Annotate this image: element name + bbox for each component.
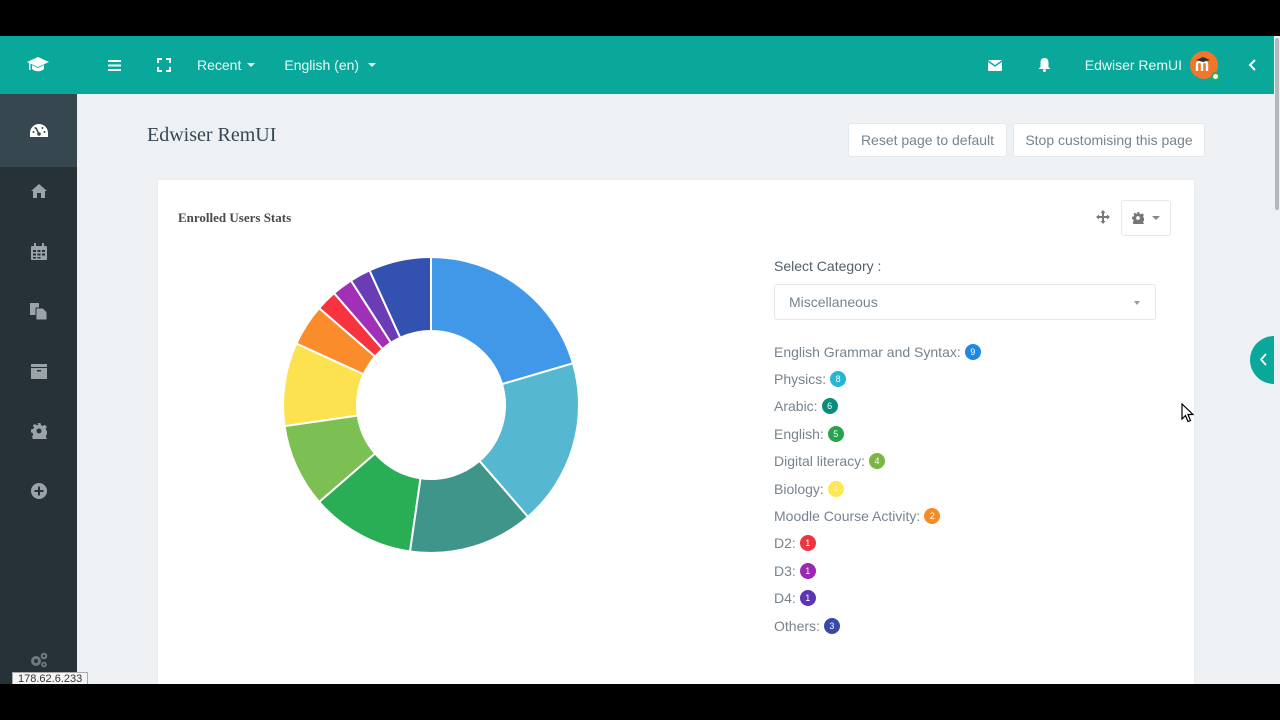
- recent-label: Recent: [197, 57, 242, 73]
- legend-label: Arabic:: [774, 398, 818, 415]
- dashboard-icon: [29, 123, 48, 137]
- avatar: [1190, 51, 1220, 81]
- legend-item: English Grammar and Syntax: 9: [774, 338, 981, 365]
- count-badge: 5: [827, 425, 844, 442]
- reset-page-button[interactable]: Reset page to default: [848, 123, 1007, 157]
- ip-address-tooltip: 178.62.6.233: [12, 672, 89, 684]
- category-select[interactable]: Miscellaneous: [774, 284, 1156, 320]
- legend-item: Biology: 4: [774, 475, 981, 502]
- donut-slice[interactable]: [368, 256, 432, 340]
- donut-slice[interactable]: [478, 362, 580, 519]
- archive-icon: [30, 363, 47, 379]
- move-icon: [1096, 210, 1110, 224]
- legend-label: D3:: [774, 562, 796, 579]
- legend-label: English:: [774, 425, 824, 442]
- cogs-icon: [30, 652, 47, 668]
- count-badge: 1: [799, 590, 816, 607]
- calendar-icon: [30, 242, 47, 260]
- menu-toggle-button[interactable]: [108, 36, 121, 94]
- chevron-down-icon: [1134, 301, 1140, 305]
- legend-item: Physics: 8: [774, 365, 981, 392]
- count-badge: 2: [924, 508, 941, 525]
- language-dropdown[interactable]: English (en): [284, 36, 377, 94]
- enrolled-users-stats-block: Enrolled Users Stats Select Category : M…: [157, 179, 1195, 684]
- legend-label: D4:: [774, 590, 796, 607]
- legend-item: D3: 1: [774, 557, 981, 584]
- scrollbar-thumb[interactable]: [1275, 38, 1279, 210]
- sidebar-item-archive[interactable]: [0, 341, 77, 401]
- block-title: Enrolled Users Stats: [178, 210, 292, 225]
- legend-label: Physics:: [774, 371, 827, 388]
- online-status-dot: [1211, 72, 1220, 81]
- page-title: Edwiser RemUI: [147, 124, 277, 146]
- hamburger-icon: [108, 59, 121, 71]
- select-category-label: Select Category :: [774, 258, 882, 274]
- top-navbar: Recent English (en) Edwiser RemUI: [0, 36, 1274, 94]
- block-actions-menu[interactable]: [1121, 200, 1171, 236]
- sidebar-settings-button[interactable]: [0, 640, 77, 680]
- legend-item: D2: 1: [774, 530, 981, 557]
- legend-item: D4: 1: [774, 585, 981, 612]
- legend-label: Digital literacy:: [774, 453, 866, 470]
- sidebar: [0, 94, 77, 684]
- count-badge: 1: [799, 535, 816, 552]
- gear-icon: [1132, 212, 1144, 224]
- legend-label: English Grammar and Syntax:: [774, 343, 961, 360]
- fullscreen-button[interactable]: [157, 36, 171, 94]
- graduation-cap-icon: [27, 57, 49, 72]
- mouse-cursor-icon: [1181, 403, 1194, 423]
- legend-label: Moodle Course Activity:: [774, 508, 921, 525]
- legend-item: English: 5: [774, 420, 981, 447]
- envelope-icon: [987, 59, 1002, 71]
- moodle-logo-icon: [1195, 57, 1210, 71]
- right-panel-toggle[interactable]: [1248, 36, 1256, 94]
- language-label: English (en): [284, 57, 360, 73]
- legend-label: Biology:: [774, 480, 824, 497]
- fullscreen-icon: [157, 58, 171, 72]
- sidebar-item-private-files[interactable]: [0, 281, 77, 341]
- site-logo[interactable]: [0, 36, 76, 94]
- sidebar-item-add[interactable]: [0, 461, 77, 521]
- count-badge: 4: [869, 453, 886, 470]
- legend-label: Others:: [774, 617, 820, 634]
- legend-item: Arabic: 6: [774, 393, 981, 420]
- stop-customising-button[interactable]: Stop customising this page: [1013, 123, 1205, 157]
- plus-circle-icon: [30, 483, 47, 499]
- legend-item: Moodle Course Activity: 2: [774, 502, 981, 529]
- legend-item: Others: 3: [774, 612, 981, 639]
- sidebar-item-dashboard[interactable]: [0, 94, 77, 167]
- donut-chart[interactable]: [282, 256, 580, 554]
- count-badge: 9: [964, 343, 981, 360]
- count-badge: 4: [827, 480, 844, 497]
- messages-button[interactable]: [987, 36, 1002, 94]
- count-badge: 8: [830, 371, 847, 388]
- chevron-down-icon: [368, 63, 377, 67]
- chevron-down-icon: [247, 63, 256, 67]
- bell-icon: [1038, 58, 1051, 72]
- sidebar-item-calendar[interactable]: [0, 221, 77, 281]
- sidebar-item-home[interactable]: [0, 161, 77, 221]
- category-select-value: Miscellaneous: [789, 294, 878, 310]
- app-window: Recent English (en) Edwiser RemUI: [0, 36, 1280, 684]
- notifications-button[interactable]: [1038, 36, 1051, 94]
- chart-legend: English Grammar and Syntax: 9 Physics: 8 A…: [774, 338, 981, 639]
- count-badge: 1: [799, 562, 816, 579]
- chevron-left-icon: [1248, 59, 1256, 71]
- legend-item: Digital literacy: 4: [774, 448, 981, 475]
- recent-dropdown[interactable]: Recent: [197, 36, 256, 94]
- sidebar-item-site-admin[interactable]: [0, 401, 77, 461]
- home-icon: [30, 184, 47, 198]
- chevron-left-icon: [1259, 353, 1267, 366]
- count-badge: 6: [821, 398, 838, 415]
- files-icon: [30, 302, 47, 320]
- donut-slice[interactable]: [430, 256, 575, 386]
- user-name: Edwiser RemUI: [1084, 57, 1182, 73]
- legend-label: D2:: [774, 535, 796, 552]
- count-badge: 3: [823, 617, 840, 634]
- chevron-down-icon: [1152, 216, 1160, 220]
- move-block-handle[interactable]: [1096, 210, 1110, 229]
- gear-icon: [30, 423, 47, 439]
- page-scrollbar[interactable]: [1274, 36, 1280, 684]
- user-menu[interactable]: Edwiser RemUI: [1084, 36, 1220, 94]
